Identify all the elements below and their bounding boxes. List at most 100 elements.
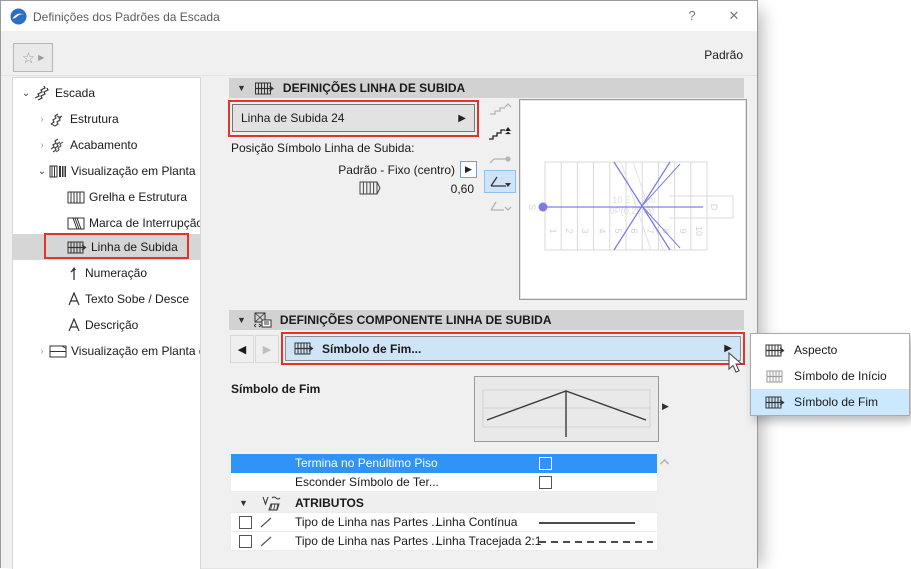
dashed-line-sample (539, 541, 653, 543)
tree-item-marca-de-interrupcao[interactable]: Marca de Interrupção (13, 210, 200, 236)
popup-item-aspecto[interactable]: Aspecto (751, 337, 909, 363)
tree-item-numeracao[interactable]: Numeração (13, 260, 200, 286)
finish-icon (49, 138, 66, 153)
collapse-triangle-icon[interactable]: ▼ (237, 83, 246, 93)
toolbar-separator (1, 75, 757, 76)
tread-annotation: 9P(0,25 m) (610, 206, 655, 216)
popup-item-simbolo-de-inicio[interactable]: Símbolo de Início (751, 363, 909, 389)
tree-item-descricao[interactable]: Descrição (13, 312, 200, 338)
section-header-component[interactable]: ▼ DEFINIÇÕES COMPONENTE LINHA DE SUBIDA (229, 310, 744, 330)
tree-item-texto-sobe-desce[interactable]: Texto Sobe / Desce (13, 286, 200, 312)
letter-a-icon (67, 292, 81, 306)
walkline-style-down-arrow-button[interactable] (484, 170, 516, 193)
tread-number: 5 (613, 228, 623, 233)
help-button[interactable]: ? (688, 8, 696, 23)
tree-item-grelha-e-estrutura[interactable]: Grelha e Estrutura (13, 184, 200, 210)
tread-number: 6 (629, 228, 639, 233)
letter-a-icon (67, 318, 81, 332)
favorites-button[interactable]: ☆ ▶ (13, 43, 53, 72)
walking-line-icon (294, 342, 314, 355)
table-row-linetype-visible[interactable]: Tipo de Linha nas Partes ... Linha Contí… (231, 513, 657, 532)
tree-item-label: Numeração (85, 266, 148, 280)
tree-item-label: Grelha e Estrutura (89, 190, 188, 204)
popup-item-label: Aspecto (794, 343, 838, 357)
scroll-up-icon[interactable] (656, 456, 672, 468)
previous-component-button[interactable]: ◀ (230, 335, 254, 363)
component-selector-dropdown[interactable]: Símbolo de Fim... ▶ (285, 336, 741, 361)
tree-item-label: Texto Sobe / Desce (85, 292, 190, 306)
walkline-style-up-arrow-button[interactable] (484, 122, 516, 145)
table-group-attributes[interactable]: ▼ ATRIBUTOS (231, 494, 657, 513)
mouse-cursor (728, 352, 743, 373)
next-component-button[interactable]: ▶ (255, 335, 279, 363)
profile-label: Padrão (704, 48, 743, 62)
arrow-right-icon: ▶ (724, 343, 732, 354)
checkbox[interactable] (239, 534, 252, 548)
collapse-triangle-icon[interactable]: ▼ (237, 315, 246, 325)
tree-item-label: Linha de Subida (91, 240, 178, 254)
walkline-style-down-chevron-button[interactable] (484, 195, 516, 218)
reflected-plan-icon (49, 345, 67, 358)
symbol-label: Símbolo de Fim (231, 382, 321, 396)
tree-item-label: Marca de Interrupção (89, 216, 200, 230)
chevron-expanded-icon[interactable]: ⌄ (21, 87, 31, 99)
riser-annotation: 10 E 0,2 m (612, 195, 656, 205)
popup-item-label: Símbolo de Início (794, 369, 887, 383)
checkbox[interactable] (539, 456, 552, 470)
tree-item-estrutura[interactable]: › Estrutura (13, 106, 200, 132)
tree-item-visualizacao-em-planta[interactable]: ⌄ Visualização em Planta (13, 158, 200, 184)
group-label: ATRIBUTOS (295, 496, 364, 510)
component-popup-menu: Aspecto Símbolo de Início Símbolo de Fim (750, 333, 910, 416)
chevron-collapsed-icon[interactable]: › (40, 345, 44, 357)
stair-icon (33, 85, 51, 101)
arrow-left-icon: ◀ (237, 343, 247, 356)
tread-number: 1 (548, 228, 558, 233)
tread-number: 2 (564, 228, 574, 233)
component-selector-label: Símbolo de Fim... (322, 341, 422, 356)
offset-value: 0,60 (450, 182, 474, 196)
tree-item-escada[interactable]: ⌄ Escada (13, 80, 200, 106)
line-type-icon (260, 536, 272, 547)
tread-number: 3 (580, 228, 590, 233)
position-dropdown-button[interactable]: ▶ (460, 161, 477, 178)
break-mark-icon (67, 217, 85, 230)
collapse-triangle-icon[interactable]: ▼ (239, 498, 248, 508)
walkline-style-dot-button[interactable] (484, 147, 516, 170)
chevron-collapsed-icon[interactable]: › (40, 139, 44, 151)
tree-item-acabamento[interactable]: › Acabamento (13, 132, 200, 158)
arrow-right-icon: ▶ (465, 164, 472, 174)
walkline-scheme-dropdown[interactable]: Linha de Subida 24 ▶ (232, 104, 475, 132)
chevron-expanded-icon[interactable]: ⌄ (37, 165, 47, 177)
position-value: Padrão - Fixo (centro) (338, 163, 455, 177)
tree-item-label: Visualização em Planta (71, 164, 196, 178)
checkbox[interactable] (239, 515, 252, 529)
row-value: Linha Tracejada 2:1 (436, 534, 542, 548)
checkbox[interactable] (539, 475, 552, 489)
chevron-collapsed-icon[interactable]: › (40, 113, 44, 125)
section-header-walkline[interactable]: ▼ DEFINIÇÕES LINHA DE SUBIDA (229, 78, 744, 98)
tread-number: 8 (661, 228, 671, 233)
position-label: Posição Símbolo Linha de Subida: (231, 141, 415, 155)
table-row-linetype-hidden[interactable]: Tipo de Linha nas Partes ... Linha Trace… (231, 532, 657, 551)
arrow-right-icon[interactable]: ▶ (662, 401, 669, 411)
numbering-icon (67, 266, 81, 281)
tree-item-label: Visualização em Planta de (71, 344, 200, 358)
tree-item-label: Acabamento (70, 138, 138, 152)
walking-line-icon (67, 241, 87, 254)
tree-item-visualizacao-em-planta-de[interactable]: › Visualização em Planta de (13, 338, 200, 364)
component-settings-icon (253, 312, 272, 328)
tree-item-linha-de-subida[interactable]: Linha de Subida (13, 234, 200, 260)
walking-line-graphic (543, 161, 703, 251)
walkline-style-up-chevron-button[interactable] (484, 97, 516, 120)
table-row-hide-symbol[interactable]: Esconder Símbolo de Ter... (231, 473, 657, 492)
section-title: DEFINIÇÕES COMPONENTE LINHA DE SUBIDA (279, 313, 552, 327)
tread-number: 10 (694, 226, 704, 236)
arrow-right-icon: ▶ (38, 53, 45, 62)
tree-item-label: Estrutura (70, 112, 119, 126)
row-label: Esconder Símbolo de Ter... (295, 475, 439, 489)
arrow-right-icon: ▶ (458, 112, 466, 124)
end-symbol-preview[interactable] (474, 376, 659, 442)
popup-item-simbolo-de-fim[interactable]: Símbolo de Fim (751, 389, 909, 415)
table-row-ends-penultimate[interactable]: Termina no Penúltimo Piso (231, 454, 657, 473)
close-button[interactable]: ✕ (728, 8, 740, 23)
